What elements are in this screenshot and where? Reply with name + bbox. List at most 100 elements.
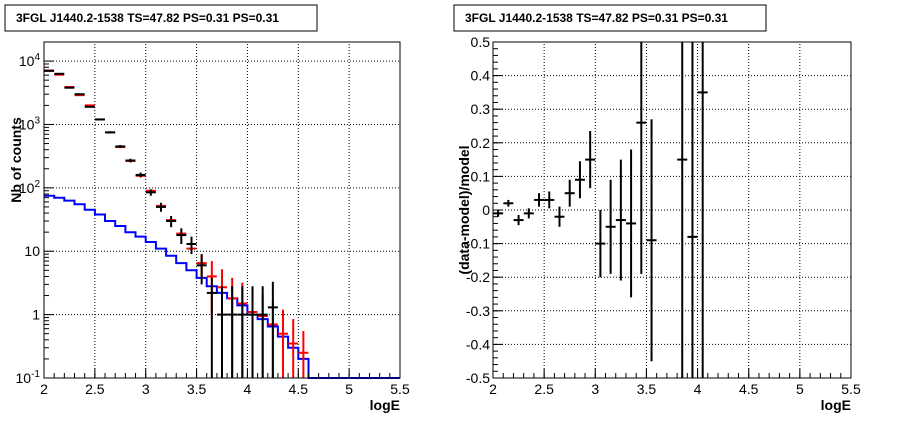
counts-panel: 3FGL J1440.2-1538 TS=47.82 PS=0.31 PS=0.…: [4, 4, 410, 413]
chart-title: 3FGL J1440.2-1538 TS=47.82 PS=0.31 PS=0.…: [16, 11, 279, 25]
y-tick-label: 0: [482, 202, 490, 218]
title-box: [453, 4, 767, 32]
residual-point: [534, 193, 545, 207]
x-tick-label: 3.5: [637, 381, 657, 397]
y-tick-label: 10-1: [16, 369, 41, 386]
y-tick-label: 103: [19, 115, 41, 132]
data-point: [84, 105, 95, 108]
data-point: [186, 236, 197, 255]
grid: [493, 42, 851, 378]
data-point: [64, 86, 75, 89]
y-tick-label: 102: [19, 179, 41, 196]
y-tick-label: -0.3: [466, 303, 490, 319]
residual-point: [687, 42, 698, 378]
chart-title: 3FGL J1440.2-1538 TS=47.82 PS=0.31 PS=0.…: [465, 11, 728, 25]
y-tick-label: 1: [32, 307, 40, 323]
residual-point: [554, 206, 565, 227]
data-point: [267, 281, 278, 378]
residual-point: [636, 42, 647, 274]
residuals-panel: 3FGL J1440.2-1538 TS=47.82 PS=0.31 PS=0.…: [453, 4, 861, 413]
data-point: [115, 144, 126, 149]
model-point: [278, 309, 289, 378]
residual-point: [564, 179, 575, 207]
residual-point: [626, 149, 637, 298]
x-tick-label: 5.5: [390, 381, 410, 397]
data-point: [206, 277, 217, 378]
x-axis-label: logE: [821, 397, 851, 413]
y-tick-label: 0.1: [471, 168, 491, 184]
residual-point: [697, 42, 708, 378]
data-point: [257, 286, 268, 378]
x-tick-label: 3.5: [187, 381, 207, 397]
model-series: [44, 69, 309, 378]
y-tick-label: -0.1: [466, 236, 490, 252]
data-point: [74, 93, 85, 96]
residual-point: [493, 210, 504, 217]
data-point: [145, 189, 156, 196]
background-model-series: [44, 194, 400, 379]
x-tick-label: 2.5: [534, 381, 554, 397]
data-point: [94, 118, 105, 121]
y-tick-label: 0.2: [471, 135, 491, 151]
x-tick-label: 4.5: [739, 381, 759, 397]
data-point: [135, 172, 146, 178]
y-tick-label: -0.4: [466, 336, 490, 352]
residual-point: [595, 210, 606, 278]
data-point: [155, 202, 166, 212]
data-point: [227, 286, 238, 378]
x-tick-label: 3: [142, 381, 150, 397]
data-point: [125, 158, 136, 163]
x-axis-label: logE: [370, 397, 400, 413]
y-tick-label: 10: [24, 243, 40, 259]
x-tick-label: 3: [591, 381, 599, 397]
residual-point: [513, 215, 524, 226]
data-point: [166, 215, 177, 228]
data-series: [44, 69, 278, 378]
title-box: [4, 4, 318, 32]
residual-point: [523, 208, 534, 219]
x-tick-label: 4.5: [289, 381, 309, 397]
residual-point: [605, 179, 616, 274]
x-axis: 2 2.5 3 3.5 4 4.5 5 5.5: [489, 368, 861, 397]
y-tick-label: 0.4: [471, 68, 491, 84]
plot-frame: [492, 41, 852, 379]
data-point: [176, 228, 187, 245]
y-tick-label: -0.5: [466, 370, 490, 386]
residual-point: [677, 42, 688, 378]
x-tick-label: 5.5: [841, 381, 861, 397]
y-tick-label: -0.2: [466, 269, 490, 285]
data-point: [54, 72, 65, 75]
x-tick-label: 2.5: [85, 381, 105, 397]
background-step-line: [44, 194, 400, 379]
data-point: [237, 286, 248, 378]
model-point: [288, 319, 299, 378]
data-point: [247, 286, 258, 378]
model-point: [298, 331, 309, 378]
residual-point: [574, 161, 585, 199]
data-point: [196, 254, 207, 285]
y-axis-label: Nb of counts: [8, 117, 24, 203]
residual-point: [503, 199, 514, 207]
data-point: [105, 131, 116, 134]
residual-point: [544, 191, 555, 209]
y-axis: -0.5 -0.4 -0.3 -0.2 -0.1 0 0.1 0.2 0.3 0.4 0.5: [466, 34, 503, 386]
x-tick-label: 2: [40, 381, 48, 397]
y-tick-label: 104: [19, 52, 41, 69]
plot-frame: [43, 41, 401, 379]
x-tick-label: 2: [489, 381, 497, 397]
residual-point: [615, 159, 626, 281]
y-axis-label: (data-model)/model: [456, 145, 472, 274]
x-tick-label: 4: [694, 381, 702, 397]
residual-point: [585, 131, 596, 189]
x-axis: 2 2.5 3 3.5 4 4.5 5 5.5: [40, 368, 410, 397]
y-tick-label: 0.3: [471, 101, 491, 117]
residual-point: [646, 119, 657, 362]
x-tick-label: 5: [796, 381, 804, 397]
y-axis: 10-1 1 10 102 103 104: [16, 41, 54, 386]
data-point: [217, 286, 227, 378]
residual-series: [493, 42, 708, 378]
x-tick-label: 4: [244, 381, 252, 397]
x-tick-label: 5: [345, 381, 353, 397]
y-tick-label: 0.5: [471, 34, 491, 50]
